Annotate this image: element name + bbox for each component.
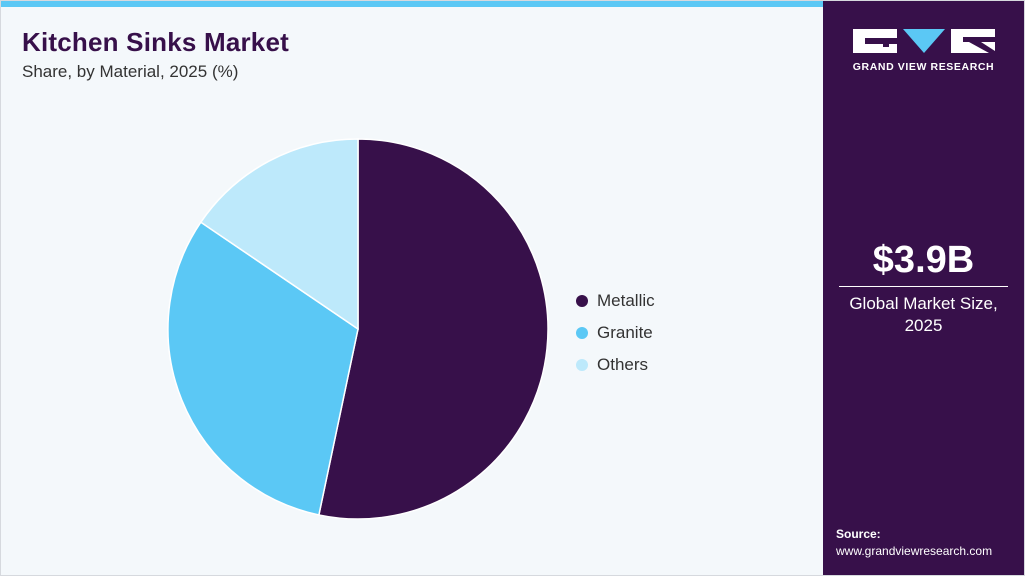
chart-legend: Metallic Granite Others [576, 285, 655, 381]
sidebar-panel: GRAND VIEW RESEARCH $3.9B Global Market … [823, 1, 1024, 575]
brand-name: GRAND VIEW RESEARCH [852, 61, 995, 73]
legend-item-metallic: Metallic [576, 285, 655, 317]
accent-top-bar [1, 1, 823, 7]
source-label: Source: [836, 527, 881, 541]
legend-item-granite: Granite [576, 317, 655, 349]
legend-label: Metallic [597, 291, 655, 310]
gvr-logo-icon [853, 29, 995, 53]
source-url: www.grandviewresearch.com [836, 544, 993, 558]
pie-chart [167, 138, 549, 520]
legend-swatch [576, 327, 588, 339]
chart-subtitle: Share, by Material, 2025 (%) [22, 62, 239, 81]
legend-item-others: Others [576, 349, 655, 381]
legend-label: Granite [597, 323, 653, 342]
legend-swatch [576, 295, 588, 307]
market-size-value: $3.9B [872, 239, 975, 281]
market-size-caption: Global Market Size, 2025 [849, 294, 998, 335]
pie-slice-metallic [317, 138, 549, 520]
legend-label: Others [597, 355, 649, 374]
divider [839, 286, 1008, 287]
pie-slice-others [199, 138, 359, 331]
chart-title: Kitchen Sinks Market [22, 27, 289, 57]
pie-slice-granite [167, 221, 359, 516]
legend-swatch [576, 359, 588, 371]
